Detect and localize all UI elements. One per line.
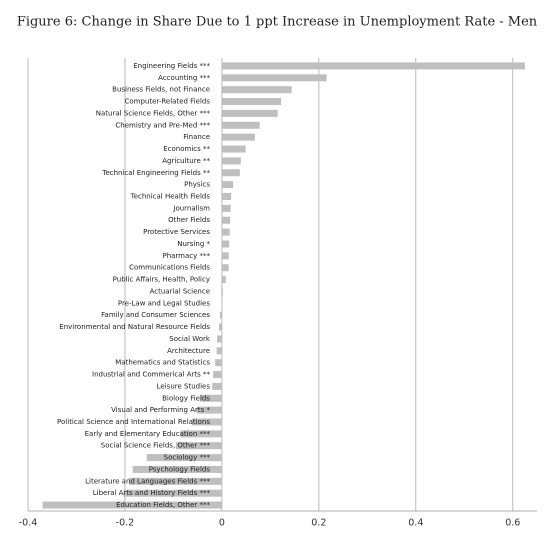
bar — [180, 430, 222, 438]
bar — [221, 181, 234, 189]
bar — [221, 264, 229, 272]
bar — [221, 157, 241, 165]
bar — [221, 228, 230, 236]
category-label: Psychology Fields — [149, 465, 211, 473]
bar — [221, 240, 230, 248]
category-label: Literature and Languages Fields *** — [85, 477, 210, 485]
bar — [221, 216, 231, 224]
category-label: Environmental and Natural Resource Field… — [59, 323, 210, 331]
category-label: Liberal Arts and History Fields *** — [93, 489, 211, 497]
bar — [216, 347, 222, 355]
category-label: Biology Fields — [162, 394, 210, 402]
category-label: Public Affairs, Health, Policy — [113, 276, 210, 284]
bar — [221, 109, 278, 117]
bar — [221, 121, 260, 129]
category-label: Mathematics and Statistics — [115, 359, 210, 367]
category-label: Social Work — [169, 335, 211, 343]
category-label: Natural Science Fields, Other *** — [96, 109, 211, 117]
bar — [219, 311, 222, 319]
bar — [196, 406, 222, 414]
bar — [221, 287, 223, 295]
category-label: Accounting *** — [158, 74, 210, 82]
x-tick-label: 0.2 — [311, 518, 326, 529]
category-label: Business Fields, not Finance — [112, 86, 210, 94]
category-label: Economics ** — [163, 145, 210, 153]
chart-title: Figure 6: Change in Share Due to 1 ppt I… — [17, 15, 538, 30]
bar — [221, 133, 255, 141]
bar — [221, 252, 229, 260]
category-label: Architecture — [167, 347, 210, 355]
category-label: Social Science Fields, Other *** — [101, 442, 211, 450]
category-label: Education Fields, Other *** — [116, 501, 210, 509]
category-label: Chemistry and Pre-Med *** — [115, 121, 210, 129]
category-label: Protective Services — [143, 228, 210, 236]
x-tick-label: -0.2 — [116, 518, 135, 529]
bar — [213, 371, 222, 379]
category-label: Communications Fields — [129, 264, 210, 272]
bar — [132, 465, 222, 473]
category-label: Family and Consumer Sciences — [101, 311, 210, 319]
category-label: Actuarial Science — [150, 287, 210, 295]
bar — [42, 501, 222, 509]
bar — [221, 145, 246, 153]
category-label: Early and Elementary Education *** — [85, 430, 211, 438]
category-label: Journalism — [172, 204, 210, 212]
category-label: Pharmacy *** — [162, 252, 210, 260]
category-label: Sociology *** — [164, 454, 211, 462]
bar — [218, 323, 222, 331]
bar — [221, 204, 231, 212]
category-label: Computer-Related Fields — [125, 98, 211, 106]
bar — [175, 442, 222, 450]
x-tick-label: 0 — [219, 518, 225, 529]
category-label: Physics — [184, 181, 210, 189]
category-label: Finance — [183, 133, 210, 141]
x-tick-label: 0.4 — [408, 518, 423, 529]
bar — [128, 477, 222, 485]
bar — [221, 276, 226, 284]
category-label: Leisure Studies — [157, 382, 211, 390]
bar — [215, 359, 222, 367]
bar — [146, 454, 222, 462]
category-label: Engineering Fields *** — [133, 62, 210, 70]
bar — [217, 335, 222, 343]
category-label: Visual and Performing Arts * — [111, 406, 210, 414]
bar — [221, 192, 232, 200]
bar — [221, 169, 240, 177]
category-label: Technical Engineering Fields ** — [101, 169, 210, 177]
category-label: Pre-Law and Legal Studies — [118, 299, 210, 307]
category-label: Other Fields — [168, 216, 210, 224]
bar — [221, 98, 282, 106]
x-tick-label: -0.4 — [19, 518, 38, 529]
bar — [123, 489, 222, 497]
x-tick-label: 0.6 — [505, 518, 520, 529]
category-label: Political Science and International Rela… — [57, 418, 210, 426]
bar — [221, 74, 327, 82]
category-label: Technical Health Fields — [130, 192, 211, 200]
category-label: Industrial and Commerical Arts ** — [92, 371, 210, 379]
category-label: Agriculture ** — [162, 157, 210, 165]
bar — [221, 62, 525, 70]
category-label: Nursing * — [177, 240, 210, 248]
bar — [212, 382, 222, 390]
bar — [191, 418, 222, 426]
bar — [200, 394, 222, 402]
bar — [221, 86, 292, 94]
